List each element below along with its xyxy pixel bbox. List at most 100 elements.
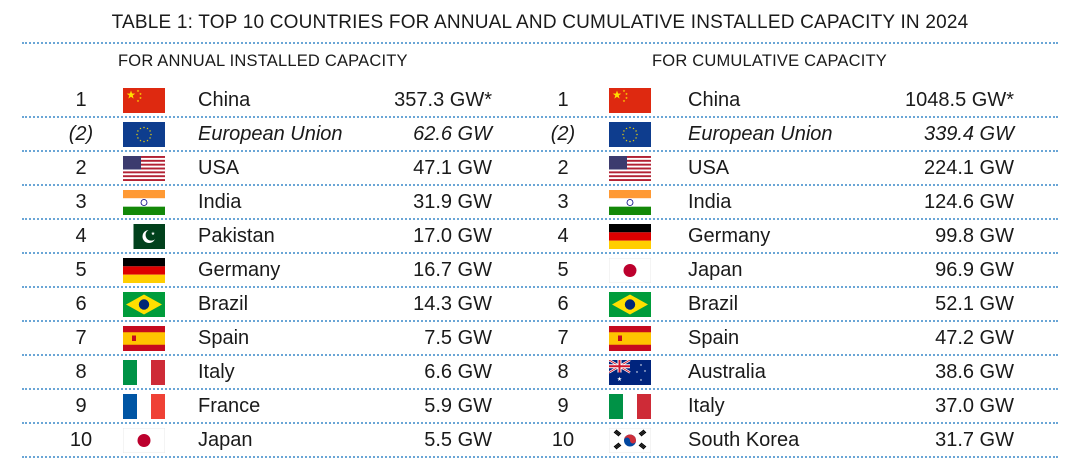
cumulative-country: Japan — [688, 259, 743, 281]
annual-country: Italy — [198, 361, 235, 383]
table-row: 7 Spain 7.5 GW 7 Spain 47.2 GW — [22, 322, 1058, 356]
china-flag-icon — [123, 88, 165, 113]
table-row: 4 Pakistan 17.0 GW 4 Germany 99.8 GW — [22, 220, 1058, 254]
annual-rank: 1 — [75, 89, 87, 111]
cumulative-rank: 10 — [551, 429, 575, 451]
eu-flag-icon — [609, 122, 651, 147]
japan-flag-icon — [609, 258, 651, 283]
annual-rank: 5 — [75, 259, 87, 281]
annual-capacity: 47.1 GW — [413, 157, 492, 179]
cumulative-rank: 5 — [557, 259, 569, 281]
annual-country: France — [198, 395, 261, 417]
cumulative-rank: 2 — [557, 157, 569, 179]
cumulative-capacity: 37.0 GW — [935, 395, 1014, 417]
annual-rank: 4 — [75, 225, 87, 247]
cumulative-rank: 3 — [557, 191, 569, 213]
ranking-table: 1 China 357.3 GW* 1 China 1048.5 GW* (2) Europe… — [22, 84, 1058, 458]
cumulative-country: China — [688, 89, 741, 111]
annual-country: India — [198, 191, 242, 213]
cumulative-country: USA — [688, 157, 730, 179]
india-flag-icon — [609, 190, 651, 215]
annual-country: European Union — [198, 123, 343, 145]
spain-flag-icon — [609, 326, 651, 351]
annual-rank: 10 — [69, 429, 93, 451]
annual-rank: 7 — [75, 327, 87, 349]
cumulative-rank: 1 — [557, 89, 569, 111]
cumulative-country: India — [688, 191, 732, 213]
cumulative-capacity: 38.6 GW — [935, 361, 1014, 383]
annual-country: Japan — [198, 429, 253, 451]
australia-flag-icon — [609, 360, 651, 385]
pakistan-flag-icon — [123, 224, 165, 249]
table-row: 8 Italy 6.6 GW 8 Australia 38.6 GW — [22, 356, 1058, 390]
italy-flag-icon — [609, 394, 651, 419]
table-title: TABLE 1: TOP 10 COUNTRIES FOR ANNUAL AND… — [111, 12, 969, 33]
japan-flag-icon — [123, 428, 165, 453]
annual-heading: FOR ANNUAL INSTALLED CAPACITY — [118, 52, 408, 70]
cumulative-rank: 6 — [557, 293, 569, 315]
annual-capacity: 16.7 GW — [413, 259, 492, 281]
cumulative-capacity: 224.1 GW — [923, 157, 1014, 179]
cumulative-rank: (2) — [550, 123, 576, 145]
germany-flag-icon — [123, 258, 165, 283]
cumulative-country: Germany — [688, 225, 771, 247]
annual-capacity: 14.3 GW — [413, 293, 492, 315]
table-row: 9 France 5.9 GW 9 Italy 37.0 GW — [22, 390, 1058, 424]
annual-country: Pakistan — [198, 225, 275, 247]
usa-flag-icon — [123, 156, 165, 181]
cumulative-capacity: 31.7 GW — [935, 429, 1014, 451]
brazil-flag-icon — [123, 292, 165, 317]
annual-country: USA — [198, 157, 240, 179]
cumulative-capacity: 1048.5 GW* — [905, 89, 1014, 111]
south-korea-flag-icon — [609, 428, 651, 453]
cumulative-capacity: 99.8 GW — [935, 225, 1014, 247]
annual-capacity: 62.6 GW — [413, 123, 492, 145]
cumulative-country: Australia — [688, 361, 766, 383]
cumulative-capacity: 339.4 GW — [923, 123, 1014, 145]
cumulative-capacity: 96.9 GW — [935, 259, 1014, 281]
china-flag-icon — [609, 88, 651, 113]
table-row: 2 USA 47.1 GW 2 USA 224.1 GW — [22, 152, 1058, 186]
annual-country: Germany — [198, 259, 281, 281]
cumulative-country: Spain — [688, 327, 740, 349]
india-flag-icon — [123, 190, 165, 215]
annual-capacity: 7.5 GW — [424, 327, 492, 349]
usa-flag-icon — [609, 156, 651, 181]
annual-country: Spain — [198, 327, 250, 349]
title-divider — [22, 42, 1058, 44]
annual-rank: 3 — [75, 191, 87, 213]
cumulative-rank: 9 — [557, 395, 569, 417]
table-row: 3 India 31.9 GW 3 India 124.6 GW — [22, 186, 1058, 220]
annual-capacity: 17.0 GW — [413, 225, 492, 247]
cumulative-country: Brazil — [688, 293, 739, 315]
cumulative-rank: 8 — [557, 361, 569, 383]
brazil-flag-icon — [609, 292, 651, 317]
annual-capacity: 5.9 GW — [424, 395, 492, 417]
cumulative-country: European Union — [688, 123, 833, 145]
table-row: 1 China 357.3 GW* 1 China 1048.5 GW* — [22, 84, 1058, 118]
annual-rank: 6 — [75, 293, 87, 315]
germany-flag-icon — [609, 224, 651, 249]
annual-capacity: 5.5 GW — [424, 429, 492, 451]
italy-flag-icon — [123, 360, 165, 385]
cumulative-capacity: 47.2 GW — [935, 327, 1014, 349]
cumulative-capacity: 52.1 GW — [935, 293, 1014, 315]
cumulative-capacity: 124.6 GW — [923, 191, 1014, 213]
table-row: 6 Brazil 14.3 GW 6 Brazil 52.1 GW — [22, 288, 1058, 322]
cumulative-heading: FOR CUMULATIVE CAPACITY — [652, 52, 888, 70]
cumulative-country: South Korea — [688, 429, 800, 451]
annual-country: China — [198, 89, 251, 111]
table-row: (2) European Union 62.6 GW (2) European Unio… — [22, 118, 1058, 152]
cumulative-rank: 7 — [557, 327, 569, 349]
annual-capacity: 357.3 GW* — [394, 89, 492, 111]
eu-flag-icon — [123, 122, 165, 147]
table-row: 5 Germany 16.7 GW 5 Japan 96.9 GW — [22, 254, 1058, 288]
spain-flag-icon — [123, 326, 165, 351]
france-flag-icon — [123, 394, 165, 419]
annual-rank: 2 — [75, 157, 87, 179]
annual-capacity: 6.6 GW — [424, 361, 492, 383]
annual-rank: 8 — [75, 361, 87, 383]
annual-country: Brazil — [198, 293, 249, 315]
table-row: 10 Japan 5.5 GW 10 South Korea 31.7 GW — [22, 424, 1058, 458]
annual-rank: 9 — [75, 395, 87, 417]
